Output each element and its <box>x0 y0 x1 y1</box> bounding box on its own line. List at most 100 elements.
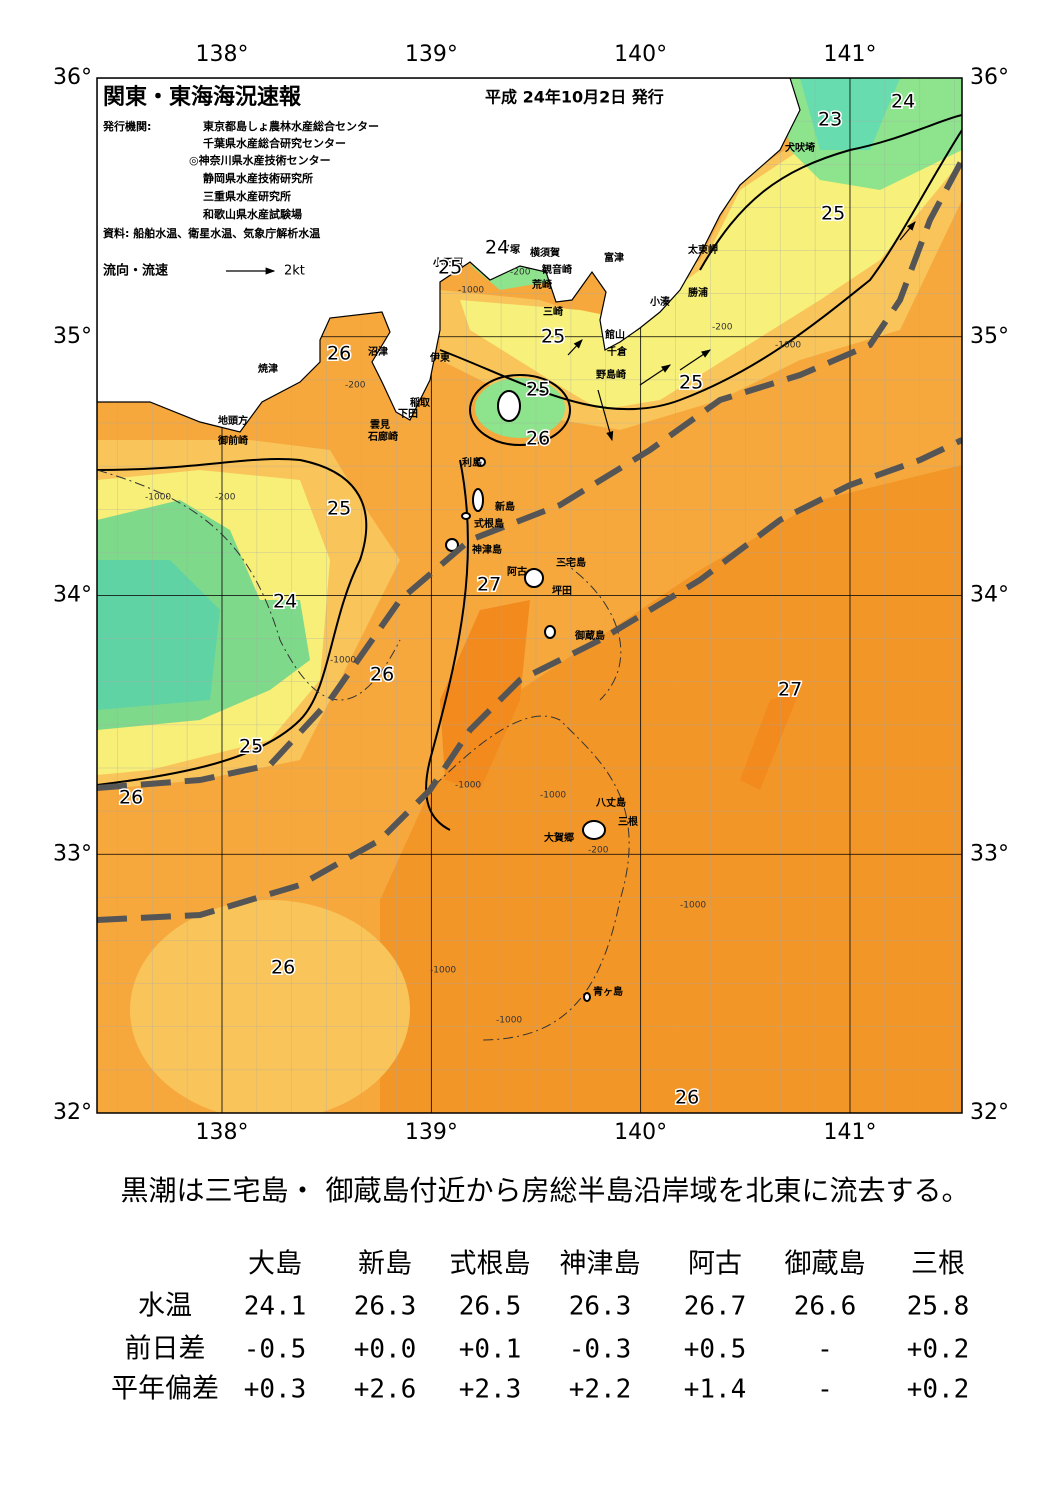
place-name: 焼津 <box>258 362 278 375</box>
isotherm-label: 26 <box>327 343 351 365</box>
islands <box>445 390 606 1002</box>
kuroshio-edge <box>97 437 962 923</box>
table-cell: +2.3 <box>459 1375 522 1405</box>
depth-label: -1000 <box>540 791 566 801</box>
warm-water <box>380 465 962 1113</box>
cool-water <box>130 900 410 1113</box>
table-cell: - <box>817 1375 833 1405</box>
issue-date: 平成 24年10月2日 発行 <box>485 88 664 107</box>
kuroshio-axis <box>97 158 962 791</box>
depth-label: -1000 <box>458 286 484 296</box>
isotherm-label: 24 <box>891 91 915 113</box>
current-arrow <box>639 364 671 386</box>
lon-tick-label: 139° <box>405 42 458 67</box>
isotherm-label: 23 <box>818 109 842 131</box>
lat-tick-label: 34° <box>970 583 1009 608</box>
lon-tick-label: 141° <box>823 42 876 67</box>
lon-tick-label: 141° <box>823 1120 876 1145</box>
isotherm-label: 26 <box>526 428 550 450</box>
isotherms <box>97 114 962 831</box>
island <box>472 488 484 512</box>
place-name: 平塚 <box>500 243 520 256</box>
column-header: 三根 <box>911 1249 965 1280</box>
isotherm-label: 25 <box>327 498 351 520</box>
summary: 黒潮は三宅島・ 御蔵島付近から房総半島沿岸域を北東に流去する。 <box>121 1174 970 1207</box>
place-name: 雲見 <box>370 419 390 431</box>
depth-label: -200 <box>510 268 531 278</box>
table-cell: +0.3 <box>244 1375 307 1405</box>
place-name: 伊東 <box>429 351 450 364</box>
lat-tick-label: 36° <box>53 65 92 90</box>
depth-contours <box>97 469 630 1041</box>
place-name: 神津島 <box>472 543 502 556</box>
depth-label: -200 <box>712 323 733 333</box>
table-cell: 26.3 <box>569 1292 632 1322</box>
place-name: 沼津 <box>368 345 388 358</box>
place-name: 八丈島 <box>595 796 626 809</box>
map <box>97 78 962 1113</box>
isotherm-label: 26 <box>675 1087 699 1109</box>
row-label: 平年偏差 <box>111 1374 219 1405</box>
lat-tick-label: 34° <box>53 583 92 608</box>
lon-tick-label: 140° <box>614 1120 667 1145</box>
lat-tick-label: 33° <box>53 841 92 866</box>
place-name: 横須賀 <box>530 246 560 259</box>
legend-label: 流向・流速 <box>103 263 168 279</box>
publisher: 三重県水産研究所 <box>203 189 291 203</box>
column-header: 式根島 <box>450 1249 531 1280</box>
island <box>583 992 591 1002</box>
table-cell: 26.3 <box>354 1292 417 1322</box>
lat-tick-label: 35° <box>53 324 92 349</box>
table-cell: 26.7 <box>684 1292 747 1322</box>
lat-tick-label: 35° <box>970 324 1009 349</box>
column-header: 神津島 <box>560 1249 641 1280</box>
isotherm-label: 27 <box>778 679 802 701</box>
isotherm-label: 25 <box>679 372 703 394</box>
place-name: 三宅島 <box>556 556 586 569</box>
publisher-label: 発行機関: <box>102 119 151 133</box>
cold-water <box>460 120 962 410</box>
isotherm <box>439 129 962 411</box>
place-name: 式根島 <box>474 517 504 530</box>
table-cell: - <box>817 1335 833 1365</box>
table-cell: +1.4 <box>684 1375 747 1405</box>
source: 資料: 船舶水温、衛星水温、気象庁解析水温 <box>103 226 320 240</box>
table-cell: +2.6 <box>354 1375 417 1405</box>
column-header: 大島 <box>248 1249 302 1280</box>
place-name: 利島 <box>462 456 482 469</box>
table-cell: +2.2 <box>569 1375 632 1405</box>
warm-core <box>740 690 800 790</box>
isotherm <box>469 374 571 446</box>
place-name: 観音崎 <box>542 263 572 276</box>
depth-label: -1000 <box>430 966 456 976</box>
title: 関東・東海海況速報 <box>103 84 302 110</box>
isotherm <box>97 457 368 786</box>
row-label: 水温 <box>138 1291 192 1322</box>
place-name: 青ヶ島 <box>593 985 623 998</box>
island <box>497 390 521 422</box>
current-arrow <box>567 339 583 356</box>
current-arrow <box>899 221 916 241</box>
lat-tick-label: 36° <box>970 65 1009 90</box>
table-cell: 26.6 <box>794 1292 857 1322</box>
isotherm-labels: 23 24 25 24 25 25 26 25 25 26 25 27 24 2… <box>118 89 917 1110</box>
place-name: 小湊 <box>649 295 671 308</box>
column-header: 新島 <box>358 1249 412 1280</box>
current-arrow <box>679 349 711 371</box>
isotherm-label: 25 <box>239 736 263 758</box>
place-name: 御蔵島 <box>574 629 605 642</box>
place-name: 坪田 <box>552 584 572 597</box>
publisher: 東京都島しょ農林水産総合センター <box>203 119 379 133</box>
column-header: 阿古 <box>688 1249 742 1280</box>
depth-label: -200 <box>215 493 236 503</box>
isotherm-label: 24 <box>273 591 297 613</box>
table-cell: +0.2 <box>907 1375 970 1405</box>
depth-label: -1000 <box>775 341 801 351</box>
publisher: ◎神奈川県水産技術センター <box>189 153 331 167</box>
cold-core <box>97 560 220 710</box>
table-cell: +0.0 <box>354 1335 417 1365</box>
table-cell: 26.5 <box>459 1292 522 1322</box>
publisher: 和歌山県水産試験場 <box>203 207 302 221</box>
lon-tick-label: 138° <box>196 1120 249 1145</box>
